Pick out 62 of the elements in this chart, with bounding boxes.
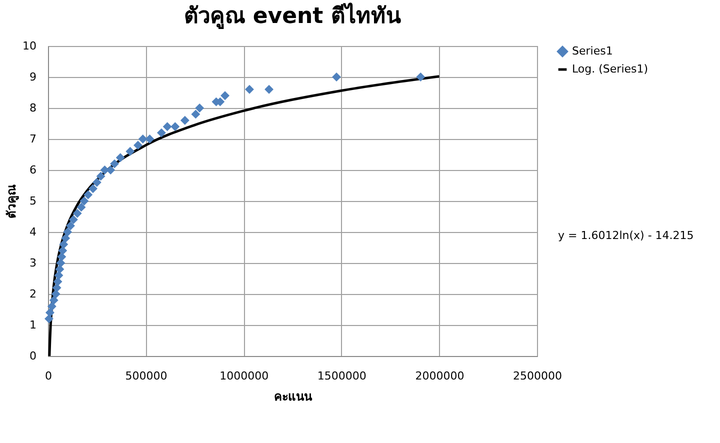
point <box>49 296 58 305</box>
point <box>195 104 204 112</box>
point <box>68 215 78 224</box>
point <box>54 270 64 280</box>
x-tick-label: 1000000 <box>220 370 269 382</box>
line-series <box>48 75 440 358</box>
point <box>156 128 166 138</box>
y-tick-label: 0 <box>30 350 36 362</box>
point <box>56 258 66 268</box>
x-tick-label: 2500000 <box>513 370 562 382</box>
point <box>55 264 64 274</box>
point <box>88 184 98 194</box>
point <box>134 140 142 150</box>
y-tick-label: 1 <box>30 318 36 332</box>
y-tick-label: 8 <box>30 102 36 114</box>
point <box>126 146 135 156</box>
point <box>264 84 274 94</box>
point <box>63 228 72 236</box>
y-axis-title: ตัวคูณ <box>4 184 20 218</box>
y-tick-label: 9 <box>30 70 36 84</box>
point <box>96 172 106 181</box>
point <box>76 202 86 212</box>
point <box>180 116 190 125</box>
point <box>92 178 102 187</box>
x-tick-label: 1500000 <box>317 370 366 382</box>
chart-title: ตัวคูณ event ตีไททัน <box>184 2 401 30</box>
point <box>138 134 148 144</box>
point <box>145 134 154 144</box>
point <box>220 91 230 100</box>
point <box>244 84 254 94</box>
y-tick-label: 7 <box>30 132 36 146</box>
point <box>51 290 60 298</box>
y-tick-label: 4 <box>30 226 36 238</box>
legend-label: Series1 <box>572 44 613 58</box>
y-tick-label: 3 <box>30 256 36 270</box>
point <box>53 277 62 286</box>
point <box>84 190 93 200</box>
point <box>170 122 180 132</box>
point <box>416 72 426 82</box>
point <box>72 208 82 218</box>
y-tick-label: 6 <box>30 164 36 176</box>
point <box>191 110 200 119</box>
point <box>116 153 125 162</box>
y-tick-label: 2 <box>30 288 36 300</box>
point <box>66 221 75 230</box>
point <box>162 122 172 132</box>
x-tick-label: 500000 <box>125 370 168 382</box>
point <box>59 240 68 249</box>
point <box>44 314 54 324</box>
x-tick-label: 0 <box>45 370 52 382</box>
point <box>332 72 341 82</box>
point <box>110 159 119 168</box>
text: y = 1.6012ln(x) - 14.215 <box>558 229 694 242</box>
x-axis-title: คะแนน <box>274 390 313 404</box>
point <box>61 234 70 243</box>
y-tick-label: 5 <box>30 194 36 208</box>
legend-label: Log. (Series1) <box>572 62 648 76</box>
point <box>80 196 89 206</box>
x-tick-label: 2000000 <box>415 370 464 382</box>
y-tick-label: 10 <box>22 40 36 52</box>
point <box>47 302 56 311</box>
point <box>45 308 54 318</box>
